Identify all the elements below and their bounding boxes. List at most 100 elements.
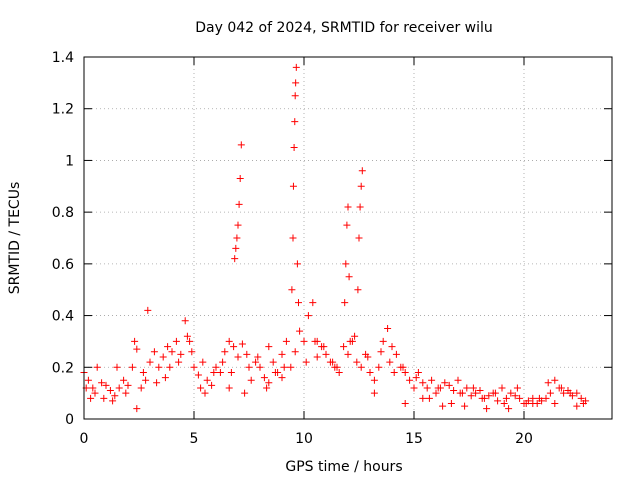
data-point — [441, 379, 449, 387]
data-point — [353, 358, 361, 366]
data-point — [579, 399, 587, 407]
data-point — [311, 337, 319, 345]
data-point — [164, 343, 172, 351]
data-point — [153, 379, 161, 387]
data-point — [410, 384, 418, 392]
data-point — [263, 384, 271, 392]
data-point — [208, 381, 216, 389]
data-point — [401, 368, 409, 376]
data-point — [265, 379, 273, 387]
data-point — [106, 387, 114, 395]
data-point — [425, 394, 433, 402]
y-tick-label: 1 — [65, 153, 74, 169]
data-point — [313, 353, 321, 361]
data-point — [344, 203, 352, 211]
data-point — [133, 405, 141, 413]
data-point — [278, 374, 286, 382]
y-tick-label: 0.2 — [52, 360, 74, 376]
data-point — [529, 399, 537, 407]
data-point — [84, 376, 92, 384]
data-point — [144, 306, 152, 314]
data-point — [513, 384, 521, 392]
data-point — [227, 368, 235, 376]
data-point — [181, 317, 189, 325]
data-point — [131, 337, 139, 345]
data-point — [235, 200, 243, 208]
data-point — [269, 358, 277, 366]
data-point — [423, 384, 431, 392]
data-point — [322, 350, 330, 358]
data-point — [288, 286, 296, 294]
data-point — [291, 348, 299, 356]
data-point — [245, 363, 253, 371]
data-point — [291, 118, 299, 126]
data-point — [150, 348, 158, 356]
data-point — [377, 348, 385, 356]
axis-ticks: 0 0.2 0.4 0.6 0.8 1 1.2 1.4 0 5 10 15 20 — [52, 50, 612, 447]
data-point — [516, 394, 524, 402]
data-point — [401, 399, 409, 407]
data-point — [456, 389, 464, 397]
data-point — [190, 363, 198, 371]
data-point — [133, 345, 141, 353]
data-point — [236, 175, 244, 183]
data-point — [354, 286, 362, 294]
y-tick-label: 0.8 — [52, 205, 74, 221]
data-point — [271, 368, 279, 376]
data-point — [370, 376, 378, 384]
data-point — [142, 376, 150, 384]
data-point — [302, 358, 310, 366]
data-point — [111, 392, 119, 400]
data-point — [265, 343, 273, 351]
data-point — [546, 389, 554, 397]
data-point — [329, 358, 337, 366]
data-point — [247, 376, 255, 384]
data-point — [386, 358, 394, 366]
data-point — [91, 389, 99, 397]
data-point — [128, 363, 136, 371]
data-point — [485, 392, 493, 400]
data-point — [343, 221, 351, 229]
data-point — [241, 389, 249, 397]
data-point — [494, 397, 502, 405]
data-point — [384, 325, 392, 332]
data-point — [98, 379, 106, 387]
data-point — [225, 337, 233, 345]
data-point — [573, 389, 581, 397]
data-point — [472, 389, 480, 397]
data-point — [505, 405, 513, 413]
data-point — [577, 394, 585, 402]
data-point — [390, 368, 398, 376]
x-axis-label: GPS time / hours — [285, 459, 402, 475]
x-tick-label: 10 — [295, 431, 313, 447]
data-point — [225, 384, 233, 392]
data-point — [356, 203, 364, 211]
data-point — [237, 141, 245, 149]
data-point — [146, 358, 154, 366]
data-point — [335, 368, 343, 376]
data-point — [502, 394, 510, 402]
data-point — [358, 167, 366, 175]
grid-lines — [84, 57, 612, 419]
data-point — [109, 397, 117, 405]
data-point — [432, 389, 440, 397]
data-point — [289, 182, 297, 190]
data-point — [89, 384, 97, 392]
data-point — [469, 384, 477, 392]
data-point — [292, 63, 300, 71]
data-point — [419, 394, 427, 402]
data-point — [210, 368, 218, 376]
data-point — [183, 332, 191, 340]
data-point — [219, 358, 227, 366]
data-point — [161, 374, 169, 382]
data-point — [364, 353, 372, 361]
data-point — [406, 376, 414, 384]
data-point — [357, 363, 365, 371]
data-points — [80, 63, 590, 413]
data-point — [392, 350, 400, 358]
y-tick-label: 0 — [65, 412, 74, 428]
y-tick-label: 0.6 — [52, 257, 74, 273]
x-tick-label: 20 — [515, 431, 533, 447]
data-point — [344, 350, 352, 358]
data-point — [370, 389, 378, 397]
